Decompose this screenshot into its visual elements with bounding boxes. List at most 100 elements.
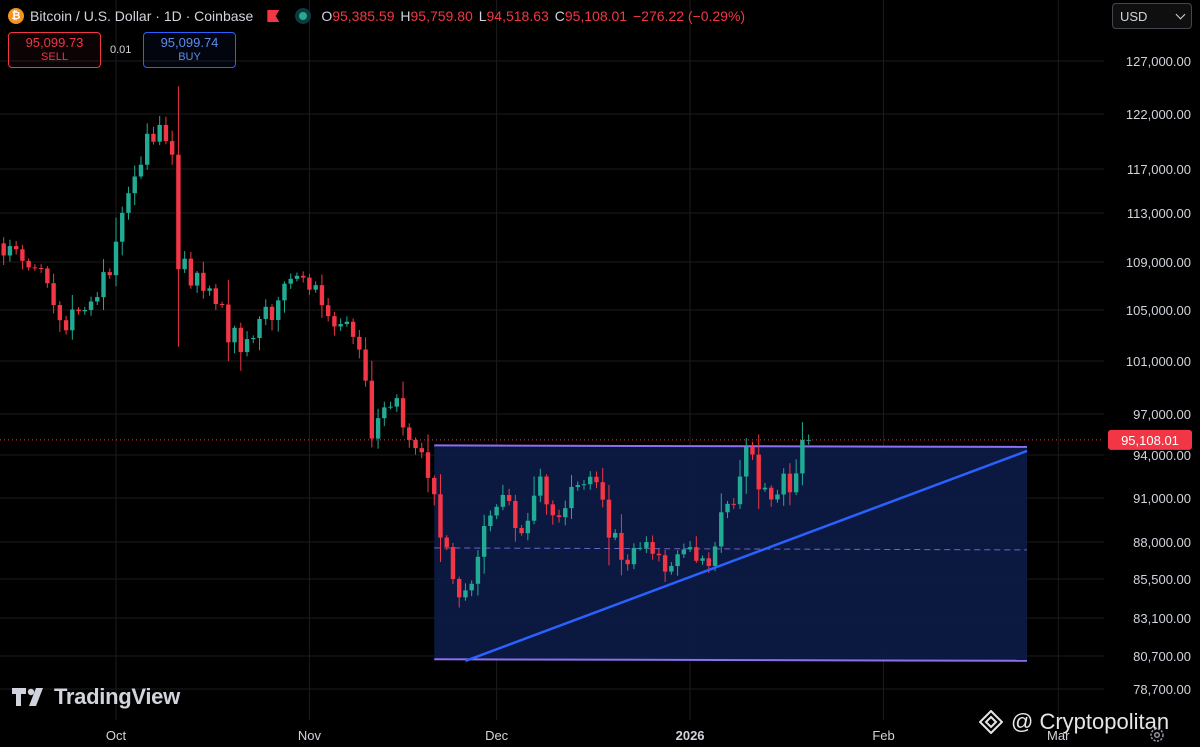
price-axis[interactable]: 127,000.00 122,000.00 117,000.00 113,000.00… <box>1108 54 1192 697</box>
y-tick-label: 83,100.00 <box>1133 611 1191 626</box>
candle <box>787 463 793 506</box>
candle <box>276 296 281 332</box>
credit-text: @ Cryptopolitan <box>1011 709 1170 734</box>
candle <box>95 292 100 305</box>
candle <box>662 549 668 582</box>
candle <box>413 437 418 455</box>
candle <box>157 115 162 146</box>
trend-line[interactable] <box>465 449 1028 663</box>
candle <box>107 268 112 279</box>
candle <box>525 512 531 541</box>
candle <box>563 500 568 526</box>
candle <box>631 543 637 570</box>
currency-select[interactable]: USD <box>1112 3 1192 29</box>
candle <box>332 311 337 336</box>
candle <box>13 240 19 255</box>
bitcoin-icon: ₿ <box>8 8 24 24</box>
candle <box>219 301 225 309</box>
candle <box>76 307 81 315</box>
range-top-line <box>434 444 1028 448</box>
spread-value: 0.01 <box>110 44 132 56</box>
x-tick-label: Dec <box>485 728 509 743</box>
tradingview-logo[interactable]: TradingView <box>12 684 180 710</box>
candle <box>57 301 63 332</box>
candle <box>20 244 25 270</box>
candle <box>781 468 786 506</box>
candle <box>488 510 493 532</box>
candle <box>375 408 381 449</box>
candle <box>357 329 362 359</box>
y-tick-label: 105,000.00 <box>1126 303 1191 318</box>
y-tick-label: 85,500.00 <box>1133 572 1191 587</box>
candle <box>513 494 518 542</box>
open-value: 95,385.59 <box>332 8 395 24</box>
candle <box>731 498 736 510</box>
candle <box>750 441 755 461</box>
candle <box>719 493 724 553</box>
buy-price: 95,099.74 <box>160 35 219 50</box>
candle <box>338 318 343 331</box>
candle <box>257 316 262 351</box>
sell-price: 95,099.73 <box>25 35 84 50</box>
candle <box>169 130 175 165</box>
candle <box>531 476 537 525</box>
x-tick-label: Mar <box>1047 728 1070 743</box>
candle <box>588 471 593 490</box>
range-bottom-line <box>434 658 1028 662</box>
candle <box>182 251 187 274</box>
candle <box>800 422 805 486</box>
candle <box>506 488 512 506</box>
candle <box>550 500 555 525</box>
candle <box>637 542 643 551</box>
candle <box>613 529 618 541</box>
candle <box>113 217 119 287</box>
candle <box>450 542 456 585</box>
candle <box>775 489 780 503</box>
candle <box>769 485 774 507</box>
watermark-credit: @ Cryptopolitan <box>979 709 1169 735</box>
candle <box>419 442 424 459</box>
candle <box>301 271 306 283</box>
gear-icon[interactable] <box>1148 726 1166 744</box>
ascending-trend-line <box>465 449 1028 663</box>
candle <box>725 500 730 519</box>
candle <box>126 186 131 220</box>
y-tick-label: 88,000.00 <box>1133 535 1191 550</box>
range-box-fill <box>434 445 1028 661</box>
candle <box>151 126 156 145</box>
candle <box>669 562 674 575</box>
candle <box>369 360 375 448</box>
symbol-title[interactable]: Bitcoin / U.S. Dollar · 1D · Coinbase <box>30 8 254 24</box>
candle <box>700 555 705 565</box>
candle <box>313 281 318 293</box>
x-tick-label: Feb <box>872 728 894 743</box>
candle <box>132 165 137 206</box>
tradingview-icon <box>12 688 43 706</box>
flag-icon[interactable] <box>267 10 280 22</box>
x-tick-label: 2026 <box>676 728 705 743</box>
y-tick-label: 80,700.00 <box>1133 649 1191 664</box>
candle <box>625 554 630 571</box>
y-tick-label: 113,000.00 <box>1127 206 1191 221</box>
range-mid-line <box>434 547 1028 551</box>
time-axis[interactable]: Oct Nov Dec 2026 Feb Mar <box>106 728 1070 743</box>
candle <box>88 296 94 316</box>
candle <box>569 475 574 519</box>
candle <box>307 273 312 295</box>
candle <box>188 252 194 289</box>
candle <box>82 306 87 315</box>
candle <box>120 206 125 256</box>
candle <box>176 86 181 347</box>
y-tick-label: 117,000.00 <box>1127 162 1191 177</box>
candle <box>145 123 150 170</box>
candle <box>644 536 649 553</box>
sell-label: SELL <box>41 51 68 63</box>
sell-button[interactable]: 95,099.73 SELL <box>8 32 101 68</box>
candle <box>101 259 106 311</box>
candle <box>600 468 605 508</box>
candle <box>556 509 562 523</box>
candle <box>494 504 499 520</box>
buy-button[interactable]: 95,099.74 BUY <box>143 32 236 68</box>
candle <box>519 525 524 536</box>
